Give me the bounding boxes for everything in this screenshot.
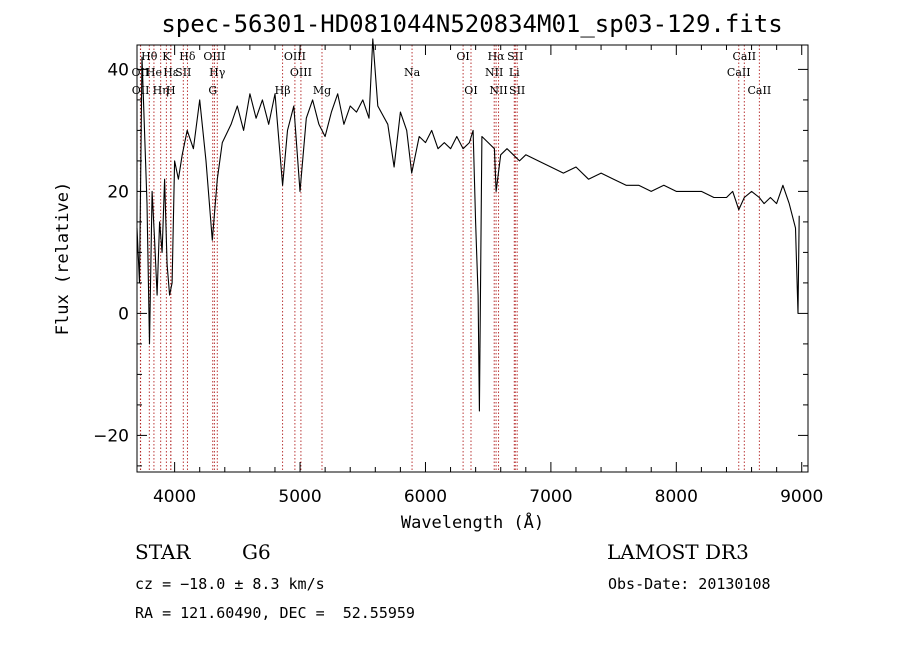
spectral-line-label: OIII <box>290 66 312 79</box>
x-tick-label: 8000 <box>655 487 698 507</box>
spectral-line-label: CaII <box>748 84 772 97</box>
spectral-line-label: OII <box>132 84 150 97</box>
y-axis-label: Flux (relative) <box>53 182 73 336</box>
x-axis-label: Wavelength (Å) <box>401 511 544 533</box>
spectral-line-label: SII <box>509 84 525 97</box>
spectral-line-label: NII <box>485 66 503 79</box>
survey-name: LAMOST DR3 <box>607 540 749 564</box>
plot-frame <box>136 44 809 473</box>
spectral-line-label: Hβ <box>275 84 291 97</box>
x-tick-label: 5000 <box>278 487 321 507</box>
x-tick-label: 9000 <box>780 487 823 507</box>
x-tick-label: 4000 <box>153 487 196 507</box>
flux-series-line <box>136 38 800 412</box>
y-tick-label: 40 <box>107 60 129 80</box>
y-tick-label: 20 <box>107 182 129 202</box>
spectral-line-label: OI <box>456 50 469 63</box>
spectral-line-label: Hδ <box>179 50 196 63</box>
series-layer <box>136 38 800 412</box>
x-tick-label: 6000 <box>404 487 447 507</box>
spectral-line-label: G <box>208 84 217 97</box>
spectral-line-label: He <box>146 66 162 79</box>
obs-date: Obs-Date: 20130108 <box>608 575 771 593</box>
spectral-line-label: SII <box>175 66 191 79</box>
spectral-line-label: Li <box>509 66 520 79</box>
spectral-line-label: CaII <box>732 50 756 63</box>
spectral-line-label: SII <box>507 50 523 63</box>
redshift-text: cz = −18.0 ± 8.3 km/s <box>135 575 325 593</box>
spectral-line-label: OIII <box>203 50 225 63</box>
spectral-line-label: Hθ <box>141 50 158 63</box>
x-tick-label: 7000 <box>529 487 572 507</box>
object-class: STAR <box>135 540 191 564</box>
spectral-line-label: K <box>162 50 171 63</box>
spectral-line-label: CaII <box>727 66 751 79</box>
chart-title: spec-56301-HD081044N520834M01_sp03-129.f… <box>161 10 782 38</box>
spectral-line-label: Na <box>404 66 421 79</box>
spectral-line-label: OIII <box>284 50 306 63</box>
spectral-line-label: Hη <box>153 84 169 97</box>
object-subclass: G6 <box>242 540 271 564</box>
spectral-line-label: OI <box>464 84 477 97</box>
y-tick-label: 0 <box>118 304 129 324</box>
spectral-line-label: Mg <box>313 84 331 97</box>
spectral-line-label: Hε <box>163 66 179 79</box>
y-tick-label: −20 <box>93 426 129 446</box>
spectral-line-label: Hα <box>488 50 506 63</box>
axis-ticks: 4000 5000 6000 7000 8000 9000 −20 0 20 40 <box>93 45 823 507</box>
coordinates: RA = 121.60490, DEC = 52.55959 <box>135 604 415 622</box>
spectrum-chart: spec-56301-HD081044N520834M01_sp03-129.f… <box>53 10 823 533</box>
spectral-line-label: NII <box>489 84 507 97</box>
spectral-line-label: Hγ <box>209 66 226 79</box>
